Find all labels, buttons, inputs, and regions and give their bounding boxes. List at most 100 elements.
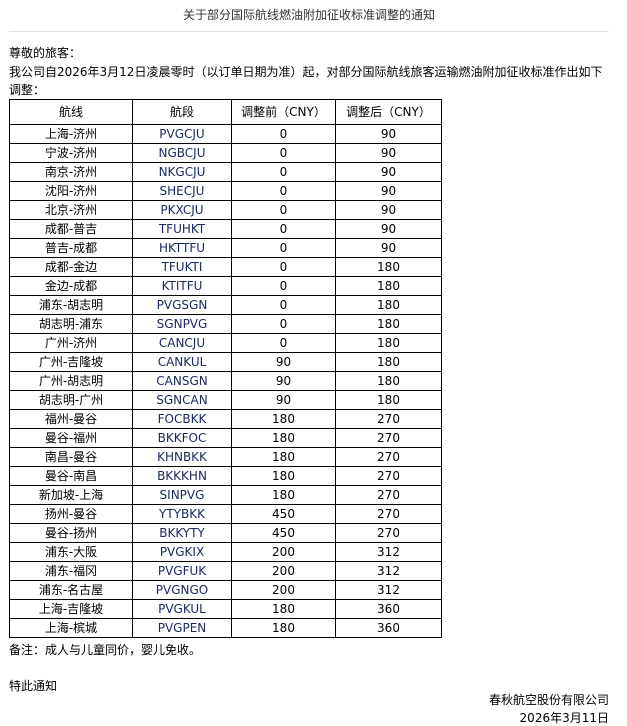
cell-after: 90 xyxy=(335,219,442,239)
cell-after: 90 xyxy=(335,181,442,201)
cell-route: 新加坡-上海 xyxy=(9,485,133,505)
greeting: 尊敬的旅客： xyxy=(9,46,82,60)
table-row: 普吉-成都 HKTTFU 0 90 xyxy=(9,238,442,258)
cell-before: 0 xyxy=(231,219,336,239)
cell-segment: TFUKTI xyxy=(132,257,232,277)
cell-segment: CANSGN xyxy=(132,371,232,391)
cell-route: 上海-吉隆坡 xyxy=(9,599,133,619)
table-row: 浦东-福冈 PVGFUK 200 312 xyxy=(9,561,442,581)
table-row: 曼谷-扬州 BKKYTY 450 270 xyxy=(9,523,442,543)
intro-text-cont: 调整： xyxy=(9,83,46,97)
cell-route: 曼谷-扬州 xyxy=(9,523,133,543)
table-row: 广州-吉隆坡 CANKUL 90 180 xyxy=(9,352,442,372)
note: 备注：成人与儿童同价，婴儿免收。 xyxy=(9,643,202,657)
table-row: 宁波-济州 NGBCJU 0 90 xyxy=(9,143,442,163)
cell-route: 扬州-曼谷 xyxy=(9,504,133,524)
cell-route: 浦东-胡志明 xyxy=(9,295,133,315)
cell-route: 胡志明-浦东 xyxy=(9,314,133,334)
cell-segment: FOCBKK xyxy=(132,409,232,429)
cell-after: 180 xyxy=(335,371,442,391)
table-row: 浦东-名古屋 PVGNGO 200 312 xyxy=(9,580,442,600)
cell-before: 0 xyxy=(231,314,336,334)
table-header-row: 航线 航段 调整前（CNY） 调整后（CNY） xyxy=(9,99,442,125)
cell-before: 0 xyxy=(231,124,336,144)
cell-before: 200 xyxy=(231,561,336,581)
cell-segment: SGNCAN xyxy=(132,390,232,410)
table-row: 福州-曼谷 FOCBKK 180 270 xyxy=(9,409,442,429)
cell-before: 0 xyxy=(231,200,336,220)
cell-after: 180 xyxy=(335,333,442,353)
intro-text: 我公司自2026年3月12日凌晨零时（以订单日期为准）起，对部分国际航线旅客运输… xyxy=(9,65,603,79)
notice-title: 关于部分国际航线燃油附加征收标准调整的通知 xyxy=(182,8,435,22)
table-row: 上海-槟城 PVGPEN 180 360 xyxy=(9,618,442,638)
cell-route: 宁波-济州 xyxy=(9,143,133,163)
table-row: 上海-吉隆坡 PVGKUL 180 360 xyxy=(9,599,442,619)
surcharge-table: 航线 航段 调整前（CNY） 调整后（CNY） 上海-济州 PVGCJU 0 90 宁波… xyxy=(9,99,442,638)
table-row: 曼谷-福州 BKKFOC 180 270 xyxy=(9,428,442,448)
cell-route: 浦东-大阪 xyxy=(9,542,133,562)
header-route: 航线 xyxy=(9,99,133,125)
cell-segment: PKXCJU xyxy=(132,200,232,220)
cell-before: 0 xyxy=(231,238,336,258)
cell-route: 成都-金边 xyxy=(9,257,133,277)
cell-route: 浦东-名古屋 xyxy=(9,580,133,600)
cell-before: 0 xyxy=(231,143,336,163)
cell-after: 270 xyxy=(335,485,442,505)
cell-before: 90 xyxy=(231,371,336,391)
cell-route: 成都-普吉 xyxy=(9,219,133,239)
cell-after: 312 xyxy=(335,542,442,562)
cell-before: 90 xyxy=(231,390,336,410)
cell-route: 普吉-成都 xyxy=(9,238,133,258)
cell-before: 0 xyxy=(231,276,336,296)
cell-after: 180 xyxy=(335,390,442,410)
cell-before: 180 xyxy=(231,409,336,429)
cell-after: 90 xyxy=(335,162,442,182)
cell-after: 270 xyxy=(335,504,442,524)
cell-segment: KHNBKK xyxy=(132,447,232,467)
cell-after: 360 xyxy=(335,599,442,619)
cell-before: 0 xyxy=(231,162,336,182)
cell-segment: PVGKIX xyxy=(132,542,232,562)
table-row: 金边-成都 KTITFU 0 180 xyxy=(9,276,442,296)
cell-route: 福州-曼谷 xyxy=(9,409,133,429)
cell-after: 270 xyxy=(335,523,442,543)
cell-route: 南昌-曼谷 xyxy=(9,447,133,467)
cell-segment: BKKKHN xyxy=(132,466,232,486)
cell-route: 广州-济州 xyxy=(9,333,133,353)
cell-route: 浦东-福冈 xyxy=(9,561,133,581)
cell-before: 0 xyxy=(231,333,336,353)
cell-segment: PVGKUL xyxy=(132,599,232,619)
cell-segment: BKKYTY xyxy=(132,523,232,543)
cell-after: 180 xyxy=(335,276,442,296)
cell-route: 胡志明-广州 xyxy=(9,390,133,410)
cell-segment: NKGCJU xyxy=(132,162,232,182)
table-row: 扬州-曼谷 YTYBKK 450 270 xyxy=(9,504,442,524)
header-segment: 航段 xyxy=(132,99,232,125)
notice-date: 2026年3月11日 xyxy=(519,711,609,725)
cell-after: 270 xyxy=(335,409,442,429)
cell-before: 180 xyxy=(231,599,336,619)
cell-route: 曼谷-福州 xyxy=(9,428,133,448)
cell-segment: SGNPVG xyxy=(132,314,232,334)
cell-after: 180 xyxy=(335,352,442,372)
cell-segment: CANCJU xyxy=(132,333,232,353)
cell-after: 90 xyxy=(335,238,442,258)
cell-after: 90 xyxy=(335,200,442,220)
closing: 特此通知 xyxy=(9,679,58,693)
cell-before: 200 xyxy=(231,580,336,600)
cell-route: 上海-槟城 xyxy=(9,618,133,638)
header-after: 调整后（CNY） xyxy=(335,99,442,125)
cell-before: 180 xyxy=(231,618,336,638)
cell-after: 90 xyxy=(335,143,442,163)
cell-route: 金边-成都 xyxy=(9,276,133,296)
table-row: 沈阳-济州 SHECJU 0 90 xyxy=(9,181,442,201)
cell-segment: PVGSGN xyxy=(132,295,232,315)
table-row: 上海-济州 PVGCJU 0 90 xyxy=(9,124,442,144)
company-name: 春秋航空股份有限公司 xyxy=(488,693,609,707)
cell-after: 270 xyxy=(335,466,442,486)
cell-segment: CANKUL xyxy=(132,352,232,372)
cell-route: 沈阳-济州 xyxy=(9,181,133,201)
table-row: 浦东-胡志明 PVGSGN 0 180 xyxy=(9,295,442,315)
cell-before: 0 xyxy=(231,295,336,315)
header-before: 调整前（CNY） xyxy=(231,99,336,125)
